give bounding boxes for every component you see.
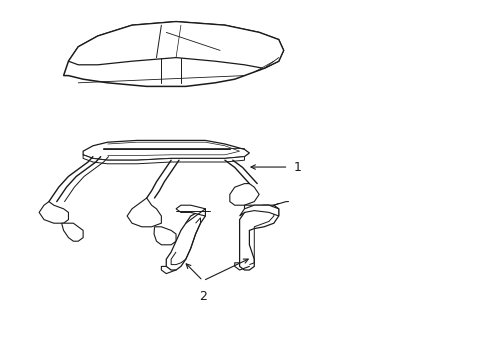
Polygon shape <box>63 22 283 86</box>
Polygon shape <box>83 155 244 164</box>
Polygon shape <box>229 184 259 205</box>
Text: 1: 1 <box>293 161 301 174</box>
Polygon shape <box>239 205 278 270</box>
Polygon shape <box>244 205 273 223</box>
Polygon shape <box>166 209 205 270</box>
Polygon shape <box>127 198 161 227</box>
Polygon shape <box>68 22 283 68</box>
Polygon shape <box>83 140 249 160</box>
Polygon shape <box>39 202 68 223</box>
Polygon shape <box>176 205 205 216</box>
Polygon shape <box>61 223 83 241</box>
Polygon shape <box>239 205 278 216</box>
Polygon shape <box>154 227 176 245</box>
Text: 2: 2 <box>199 290 206 303</box>
